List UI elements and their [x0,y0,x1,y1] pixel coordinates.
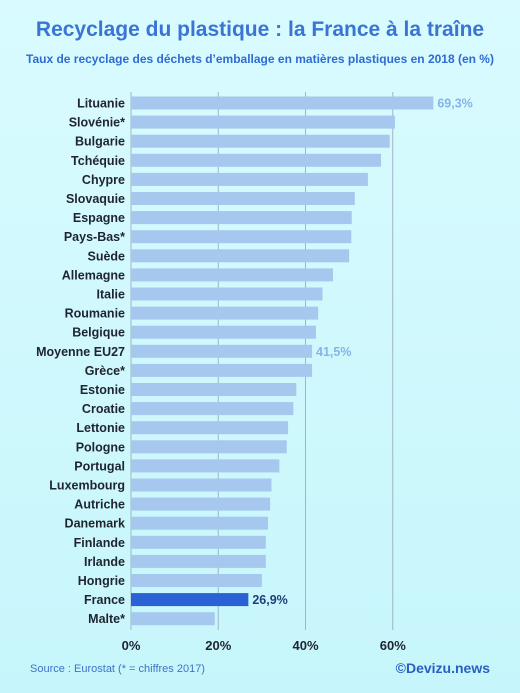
category-label: Espagne [73,211,125,225]
bar [131,459,280,473]
bar [131,134,390,148]
bars [131,96,434,626]
credit-logo: ©Devizu.news [395,660,490,676]
bar [131,287,323,301]
category-label: Lettonie [76,421,125,435]
category-label: Allemagne [62,268,125,282]
category-labels: Lituanie Slovénie* Bulgarie Tchéquie Chypre S… [36,97,125,627]
bar [131,440,287,454]
bar [131,249,350,263]
bar [131,554,266,568]
bar [131,478,272,492]
category-label: Pays-Bas* [64,230,125,244]
bar [131,211,352,225]
bar [131,363,313,377]
category-label: Malte* [88,612,125,626]
category-label: France [84,593,125,607]
category-label: Croatie [82,402,125,416]
data-label: 26,9% [252,593,287,607]
category-label: Bulgarie [75,135,125,149]
x-tick-label: 20% [205,638,231,653]
category-label: Roumanie [65,307,125,321]
category-label: Autriche [74,498,125,512]
bar [131,344,313,358]
x-tick-label: 60% [380,638,406,653]
category-label: Luxembourg [49,479,125,493]
bar [131,115,395,129]
bar [131,268,333,282]
x-tick-labels: 0% 20% 40% 60% [122,638,407,653]
bar [131,172,368,186]
bar [131,153,381,167]
bar [131,402,294,416]
category-label: Irlande [84,555,125,569]
chart-subtitle: Taux de recyclage des déchets d’emballag… [26,52,494,66]
category-label: Slovaquie [66,192,125,206]
category-label: Estonie [80,383,125,397]
bar [131,516,268,530]
category-label: Lituanie [77,97,125,111]
bar [131,306,319,320]
gridlines [130,92,394,630]
category-label: Tchéquie [71,154,125,168]
bar [131,497,271,511]
category-label: Belgique [72,326,125,340]
bar [131,325,316,339]
bar [131,421,289,435]
category-label: Hongrie [78,574,125,588]
data-label: 69,3% [437,97,472,111]
category-label: Pologne [76,440,125,454]
bar [131,535,266,549]
category-label: Italie [97,288,126,302]
bar [131,230,352,244]
x-tick-label: 40% [292,638,318,653]
chart-title: Recyclage du plastique : la France à la … [35,18,485,41]
x-tick-label: 0% [122,638,141,653]
bar [131,383,297,396]
source-note: Source : Eurostat (* = chiffres 2017) [30,663,205,675]
bar [131,574,262,587]
category-label: Finlande [74,536,125,550]
value-labels: 69,3% 41,5% 26,9% [252,97,472,608]
bar [131,192,355,205]
bar [131,96,434,110]
data-label: 41,5% [316,345,351,359]
category-label: Slovénie* [69,116,125,130]
category-label: Danemark [65,517,125,531]
bar [131,593,249,607]
category-label: Suède [87,249,125,263]
bar [131,612,215,626]
category-label: Grèce* [85,364,125,378]
category-label: Portugal [74,459,125,473]
category-label: Moyenne EU27 [36,345,125,359]
category-label: Chypre [82,173,125,187]
